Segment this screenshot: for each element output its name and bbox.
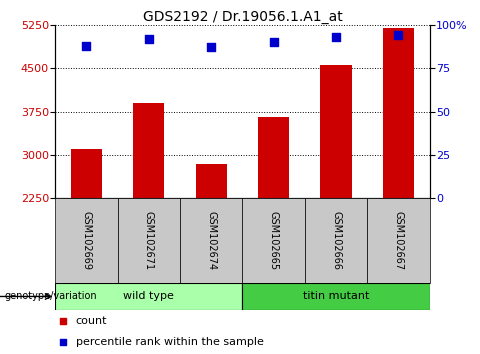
FancyBboxPatch shape bbox=[242, 198, 305, 283]
Text: GSM102671: GSM102671 bbox=[144, 211, 154, 270]
Text: GSM102674: GSM102674 bbox=[206, 211, 216, 270]
Point bbox=[207, 45, 215, 50]
Text: GSM102667: GSM102667 bbox=[394, 211, 403, 270]
Bar bbox=[133, 103, 165, 198]
Point bbox=[395, 32, 402, 38]
FancyBboxPatch shape bbox=[367, 198, 430, 283]
Point bbox=[270, 39, 277, 45]
Bar bbox=[71, 149, 102, 198]
Point bbox=[332, 34, 340, 40]
FancyBboxPatch shape bbox=[242, 283, 430, 310]
Text: count: count bbox=[76, 316, 108, 326]
Point bbox=[83, 43, 90, 48]
Bar bbox=[258, 117, 289, 198]
FancyBboxPatch shape bbox=[55, 283, 242, 310]
Bar bbox=[196, 164, 227, 198]
Text: GSM102669: GSM102669 bbox=[82, 211, 91, 270]
Text: genotype/variation: genotype/variation bbox=[5, 291, 97, 302]
Title: GDS2192 / Dr.19056.1.A1_at: GDS2192 / Dr.19056.1.A1_at bbox=[143, 10, 342, 24]
Text: GSM102666: GSM102666 bbox=[331, 211, 341, 270]
Point bbox=[59, 339, 67, 344]
Text: GSM102665: GSM102665 bbox=[269, 211, 278, 270]
Bar bbox=[321, 65, 351, 198]
Point bbox=[145, 36, 153, 41]
Point bbox=[59, 318, 67, 324]
Bar bbox=[383, 28, 414, 198]
FancyBboxPatch shape bbox=[180, 198, 242, 283]
Text: wild type: wild type bbox=[123, 291, 174, 302]
FancyBboxPatch shape bbox=[55, 198, 118, 283]
Text: percentile rank within the sample: percentile rank within the sample bbox=[76, 337, 264, 347]
FancyBboxPatch shape bbox=[118, 198, 180, 283]
Text: titin mutant: titin mutant bbox=[303, 291, 369, 302]
FancyBboxPatch shape bbox=[305, 198, 367, 283]
